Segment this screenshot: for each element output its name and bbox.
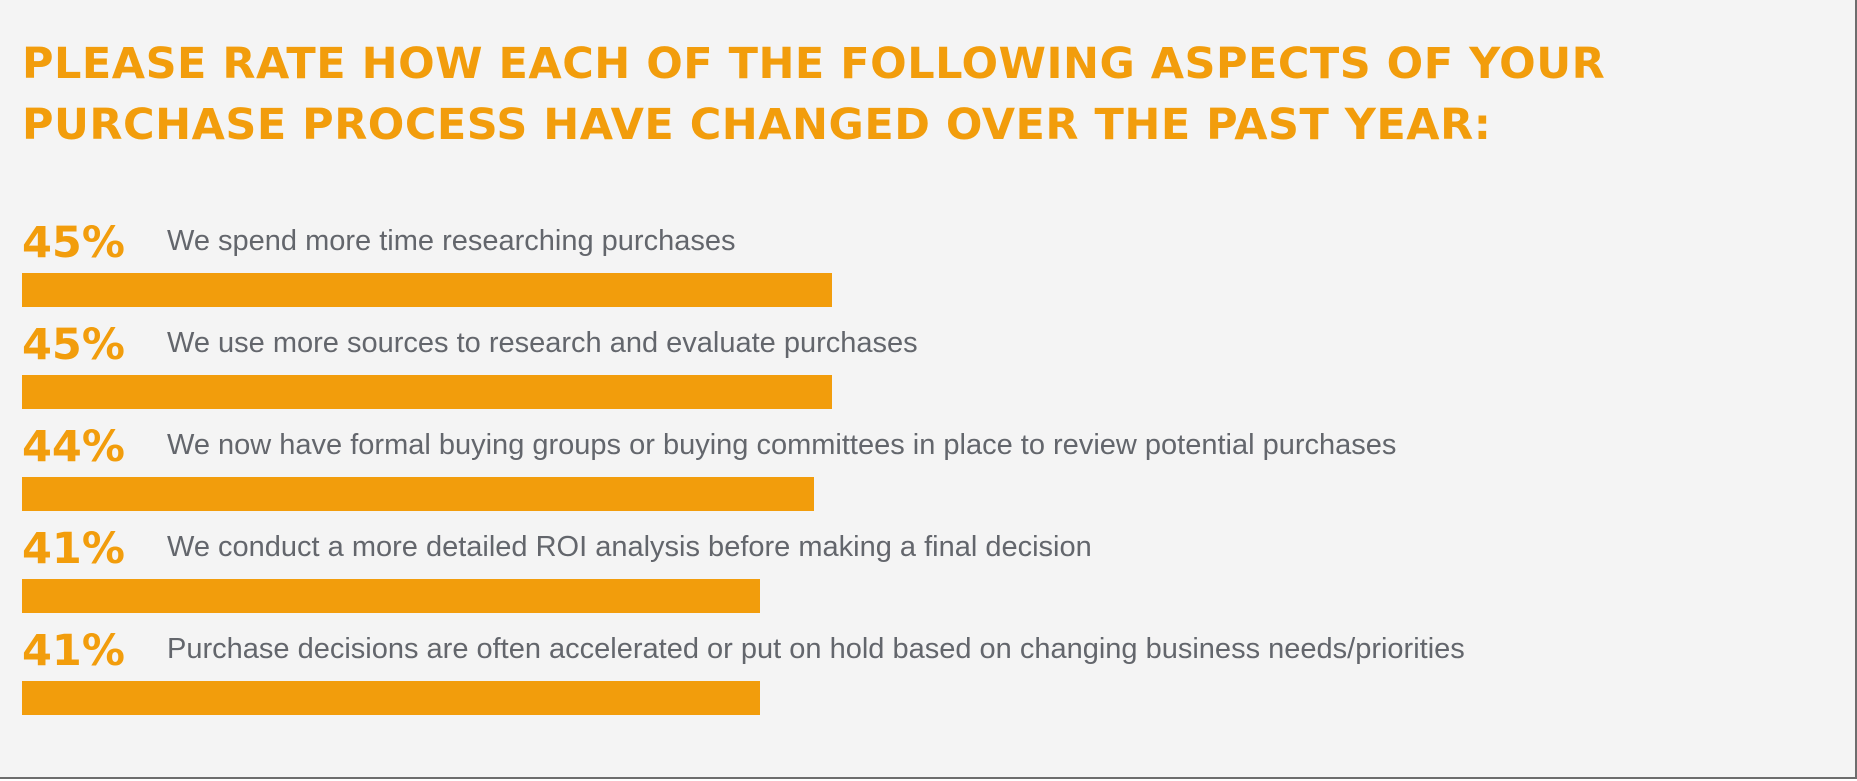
bar-value-label: 41% <box>22 524 125 574</box>
bar-category-label: We now have formal buying groups or buyi… <box>167 429 1396 461</box>
bar <box>22 375 832 409</box>
bar <box>22 681 760 715</box>
bar-value-label: 41% <box>22 626 125 676</box>
bar-category-label: We use more sources to research and eval… <box>167 327 918 359</box>
bar-category-label: We conduct a more detailed ROI analysis … <box>167 531 1092 563</box>
bar-value-label: 45% <box>22 218 125 268</box>
bar <box>22 477 814 511</box>
bar <box>22 273 832 307</box>
bar-category-label: Purchase decisions are often accelerated… <box>167 633 1465 665</box>
bar-value-label: 44% <box>22 422 125 472</box>
chart-title: PLEASE RATE HOW EACH OF THE FOLLOWING AS… <box>22 39 1606 150</box>
bar-value-label: 45% <box>22 320 125 370</box>
bar-category-label: We spend more time researching purchases <box>167 225 735 257</box>
bar <box>22 579 760 613</box>
